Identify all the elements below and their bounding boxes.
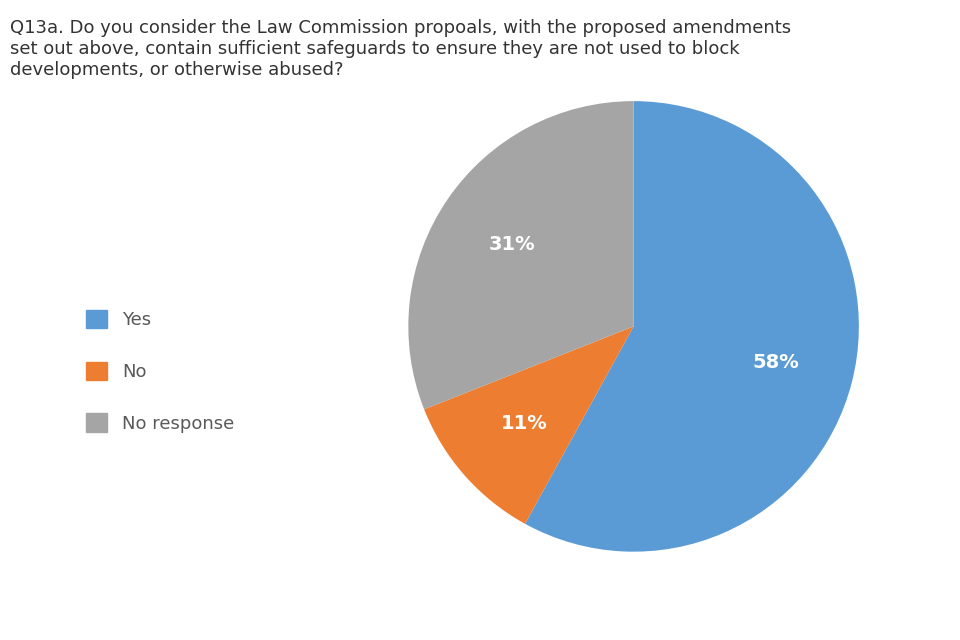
Wedge shape <box>525 101 859 552</box>
Text: Q13a. Do you consider the Law Commission propoals, with the proposed amendments
: Q13a. Do you consider the Law Commission… <box>10 19 791 79</box>
Text: 58%: 58% <box>752 353 799 372</box>
Wedge shape <box>408 101 634 410</box>
Text: 11%: 11% <box>500 413 547 433</box>
Text: 31%: 31% <box>490 235 536 253</box>
Wedge shape <box>424 326 634 524</box>
Legend: Yes, No, No response: Yes, No, No response <box>85 310 234 433</box>
